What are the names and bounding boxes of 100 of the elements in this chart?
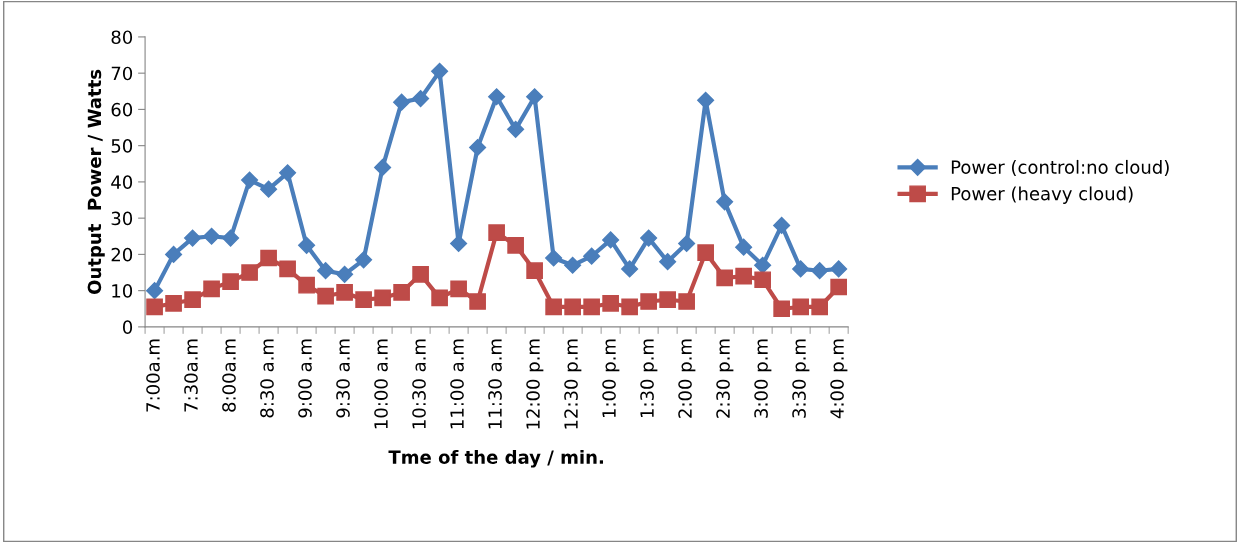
point	[393, 284, 410, 301]
point	[317, 262, 335, 280]
x-tick-label: 10:30 a.m	[412, 339, 426, 429]
x-axis-title: Tme of the day / min.	[388, 450, 603, 468]
point	[545, 298, 562, 316]
point	[754, 256, 772, 274]
y-tick-label: 40	[111, 175, 133, 190]
point	[203, 280, 220, 298]
point	[241, 171, 259, 189]
point	[545, 249, 563, 267]
point	[735, 238, 753, 256]
x-tick-label: 10:00 a.m	[374, 339, 388, 429]
point	[222, 273, 239, 290]
point	[754, 271, 771, 289]
point	[602, 231, 620, 249]
point	[640, 229, 658, 247]
point	[146, 282, 164, 300]
y-tick-label: 10	[112, 284, 133, 298]
point	[811, 298, 828, 316]
point	[241, 264, 258, 281]
x-tick-label: 3:30 p.m	[792, 339, 810, 418]
point	[640, 293, 657, 310]
point	[621, 298, 638, 316]
x-tick-label: 1:00 p.m	[602, 339, 620, 418]
y-tick-label: 80	[111, 30, 133, 45]
point	[184, 291, 201, 309]
x-tick-label: 3:00 p.m	[754, 339, 772, 418]
point	[260, 180, 278, 198]
legend-label: Power (heavy cloud)	[951, 186, 1133, 204]
point	[336, 265, 354, 283]
y-tick-label: 20	[111, 247, 133, 262]
y-tick-label: 70	[111, 66, 133, 81]
point	[507, 237, 524, 254]
y-tick-label: 60	[111, 102, 133, 117]
point	[488, 88, 506, 106]
point	[697, 244, 714, 261]
y-tick-label: 50	[111, 139, 133, 153]
point	[279, 164, 297, 182]
point	[697, 91, 715, 109]
point	[374, 158, 392, 176]
x-tick-label: 7:00a.m	[146, 339, 160, 412]
point	[830, 260, 848, 278]
point	[431, 289, 448, 307]
x-tick-label: 7:30a.m	[184, 339, 198, 412]
point	[564, 298, 581, 316]
point	[621, 260, 639, 278]
point	[716, 193, 734, 211]
point	[659, 291, 676, 309]
legend-label: Power (control:no cloud)	[951, 159, 1169, 177]
x-tick-label: 4:00 p.m	[830, 339, 848, 419]
point	[583, 247, 601, 265]
x-tick-label: 11:30 a.m	[488, 339, 502, 429]
point	[564, 256, 582, 274]
point	[792, 298, 809, 316]
point	[412, 89, 430, 108]
point	[165, 245, 183, 263]
point	[488, 224, 505, 241]
point	[716, 269, 733, 287]
x-tick-label: 8:00a.m	[222, 339, 236, 412]
point	[678, 234, 696, 253]
point	[811, 262, 829, 280]
point	[222, 229, 240, 247]
y-tick-label: 30	[111, 211, 133, 226]
point	[735, 267, 752, 285]
y-tick-label: 0	[122, 320, 133, 334]
x-tick-label: 1:30 p.m	[640, 339, 658, 418]
point	[659, 253, 677, 271]
x-tick-label: 9:30 a.m	[336, 339, 350, 418]
point	[203, 227, 221, 245]
point	[374, 289, 391, 307]
point	[317, 287, 334, 305]
point	[260, 249, 277, 267]
point	[507, 120, 525, 138]
point	[469, 293, 486, 310]
point	[583, 298, 600, 316]
point	[526, 88, 544, 106]
x-tick-label: 8:30 a.m	[260, 339, 274, 418]
x-tick-label: 2:30 p.m	[716, 339, 734, 418]
point	[412, 265, 429, 283]
point	[450, 280, 467, 298]
point	[355, 251, 373, 269]
point	[469, 138, 487, 157]
point	[146, 298, 163, 316]
point	[336, 284, 353, 301]
point	[393, 93, 411, 111]
point	[165, 294, 182, 312]
x-tick-label: 12:00 p.m	[526, 339, 544, 429]
point	[678, 293, 695, 310]
point	[526, 262, 543, 280]
point	[773, 216, 791, 234]
point	[431, 62, 449, 80]
x-tick-label: 12:30 p.m	[564, 339, 582, 429]
y-axis-title: Output Power / Watts	[87, 69, 105, 294]
point	[298, 236, 316, 254]
point	[830, 278, 847, 296]
x-tick-label: 2:00 p.m	[678, 339, 696, 418]
x-tick-label: 9:00 a.m	[298, 339, 312, 418]
point	[602, 294, 619, 312]
point	[279, 260, 296, 278]
point	[773, 300, 790, 318]
